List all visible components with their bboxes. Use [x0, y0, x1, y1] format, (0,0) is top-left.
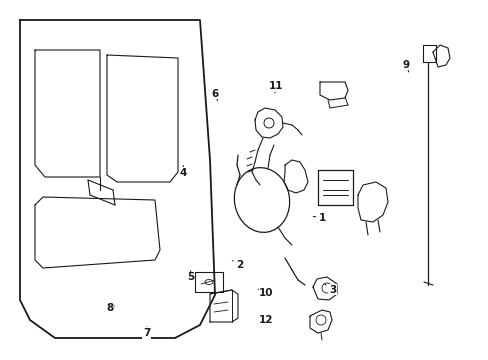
Text: 1: 1 — [313, 213, 325, 223]
Text: 11: 11 — [268, 81, 283, 93]
Text: 9: 9 — [402, 60, 408, 72]
Text: 8: 8 — [106, 303, 114, 313]
Text: 2: 2 — [232, 260, 243, 270]
Text: 12: 12 — [259, 315, 273, 325]
Text: 6: 6 — [211, 89, 218, 101]
Text: 3: 3 — [325, 284, 335, 295]
Text: 4: 4 — [179, 166, 187, 178]
Text: 10: 10 — [258, 288, 273, 298]
Text: 7: 7 — [142, 327, 150, 338]
Text: 5: 5 — [187, 271, 194, 282]
